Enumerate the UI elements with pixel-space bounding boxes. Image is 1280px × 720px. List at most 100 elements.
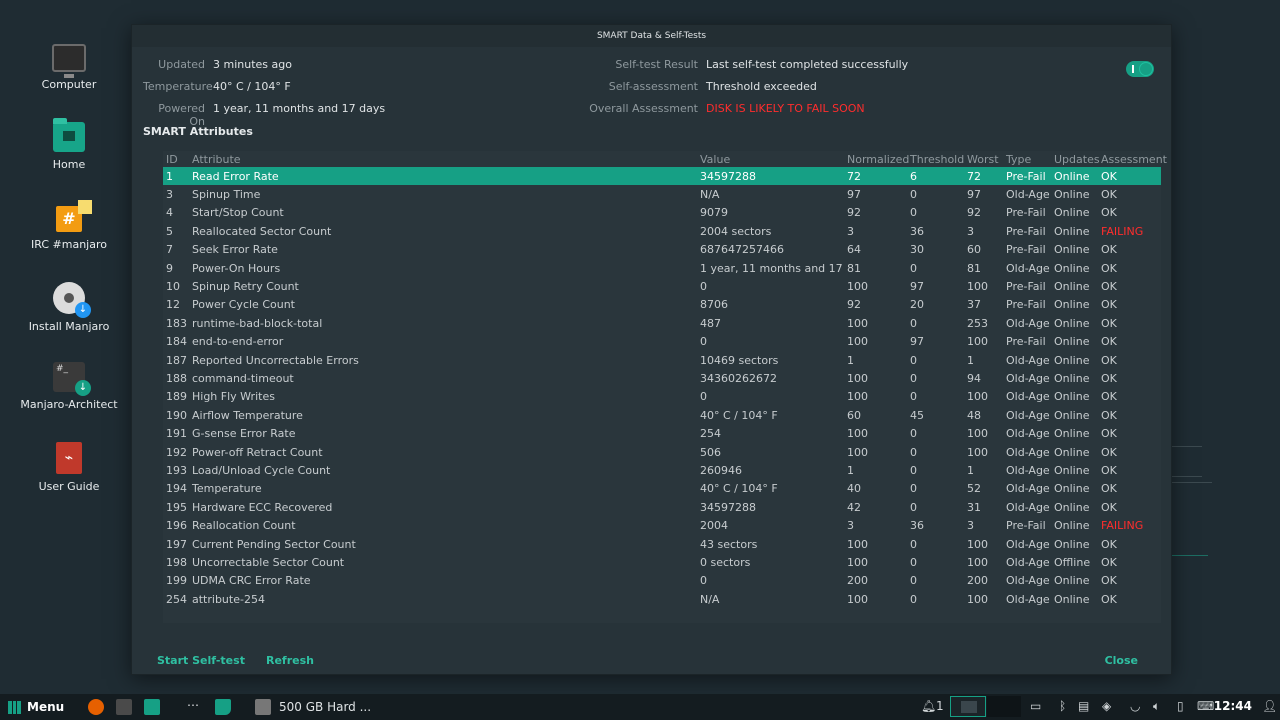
volume-icon[interactable]: 🔈︎ (1153, 699, 1161, 713)
table-row[interactable]: 194 Temperature 40° C / 104° F 40 0 52 Old-Age… (163, 480, 1161, 498)
table-row[interactable]: 254 attribute-254 N/A 100 0 100 Old-Age Online O… (163, 590, 1161, 608)
table-cell: 60 (967, 243, 981, 257)
taskbar-window-title[interactable]: 500 GB Hard ... (279, 700, 372, 714)
table-cell: Old-Age (1006, 445, 1050, 459)
column-header[interactable]: ID (166, 152, 178, 166)
table-cell: 0 (910, 353, 917, 367)
table-row[interactable]: 190 Airflow Temperature 40° C / 104° F 60 45… (163, 406, 1161, 424)
table-row[interactable]: 191 G-sense Error Rate 254 100 0 100 Old-Age On… (163, 424, 1161, 442)
desktop-icon-architect[interactable]: #_ ↓ Manjaro-Architect (0, 358, 138, 411)
keyboard-icon[interactable]: ⌨ (1197, 699, 1215, 713)
table-cell: 189 (166, 390, 187, 404)
table-cell: Old-Age (1006, 537, 1050, 551)
bluetooth-icon[interactable]: ᛒ (1059, 699, 1067, 713)
table-cell: UDMA CRC Error Rate (192, 574, 311, 588)
table-row[interactable]: 193 Load/Unload Cycle Count 260946 1 0 1 Old-A… (163, 461, 1161, 479)
desktop-icon-computer[interactable]: Computer (0, 38, 138, 91)
table-row[interactable]: 199 UDMA CRC Error Rate 0 200 0 200 Old-Age Onl… (163, 572, 1161, 590)
desktop-icon-irc[interactable]: # IRC #manjaro (0, 198, 138, 251)
wifi-icon[interactable]: ◡ (1130, 699, 1141, 713)
table-row[interactable]: 197 Current Pending Sector Count 43 sector… (163, 535, 1161, 553)
table-row[interactable]: 12 Power Cycle Count 8706 92 20 37 Pre-Fail Onl… (163, 296, 1161, 314)
table-cell: OK (1101, 500, 1117, 514)
table-cell: Hardware ECC Recovered (192, 500, 333, 514)
table-cell: OK (1101, 371, 1117, 385)
table-cell: 3 (967, 519, 974, 533)
shield-icon[interactable]: ◈ (1102, 699, 1112, 713)
file-manager-icon[interactable] (144, 699, 160, 715)
table-row[interactable]: 4 Start/Stop Count 9079 92 0 92 Pre-Fail Online… (163, 204, 1161, 222)
workspace-1[interactable] (950, 696, 986, 717)
desktop-icon-user-guide[interactable]: ⌁ User Guide (0, 438, 138, 493)
table-cell: N/A (700, 592, 720, 606)
table-cell: Old-Age (1006, 408, 1050, 422)
column-header[interactable]: Normalized (847, 152, 910, 166)
table-row[interactable]: 189 High Fly Writes 0 100 0 100 Old-Age Online O… (163, 388, 1161, 406)
table-cell: OK (1101, 280, 1117, 294)
column-header[interactable]: Threshold (910, 152, 965, 166)
close-button[interactable]: Close (1104, 654, 1138, 667)
attributes-table-container[interactable]: ID Attribute Value Normalized Threshold Worst… (163, 151, 1167, 623)
table-cell: 487 (700, 316, 721, 330)
clipboard-icon[interactable]: ▤ (1078, 699, 1090, 713)
table-row[interactable]: 3 Spinup Time N/A 97 0 97 Old-Age Online OK (163, 185, 1161, 203)
table-cell: N/A (700, 188, 720, 202)
menu-button[interactable]: Menu (8, 700, 64, 714)
table-cell: Pre-Fail (1006, 335, 1046, 349)
column-header[interactable]: Worst (967, 152, 999, 166)
overall-label: Overall Assessment (589, 102, 698, 115)
table-cell: 100 (847, 592, 868, 606)
terminal-launcher-icon[interactable] (116, 699, 132, 715)
overall-row: Overall Assessment DISK IS LIKELY TO FAI… (588, 102, 864, 115)
table-cell: 254 (700, 427, 721, 441)
battery-icon[interactable]: ▯ (1177, 699, 1184, 713)
table-cell: 184 (166, 335, 187, 349)
disks-app-icon[interactable] (255, 699, 271, 715)
table-row[interactable]: 195 Hardware ECC Recovered 34597288 42 0 31 Ol… (163, 498, 1161, 516)
section-title: SMART Attributes (143, 125, 253, 138)
table-cell: 200 (967, 574, 988, 588)
column-header[interactable]: Updates (1054, 152, 1100, 166)
terminal-icon: #_ ↓ (53, 362, 91, 396)
column-header[interactable]: Type (1006, 152, 1032, 166)
desktop-icon-install[interactable]: ↓ Install Manjaro (0, 278, 138, 333)
smart-enable-toggle[interactable] (1126, 61, 1154, 77)
table-row[interactable]: 198 Uncorrectable Sector Count 0 sectors 10… (163, 553, 1161, 571)
desktop-icon-home[interactable]: Home (0, 118, 138, 171)
table-row[interactable]: 1 Read Error Rate 34597288 72 6 72 Pre-Fail Onl… (163, 167, 1161, 186)
notification-bell-icon[interactable]: 🔔︎ (921, 699, 937, 713)
table-cell: 3 (166, 188, 173, 202)
table-row[interactable]: 10 Spinup Retry Count 0 100 97 100 Pre-Fail Onl… (163, 277, 1161, 295)
table-cell: High Fly Writes (192, 390, 275, 404)
clock[interactable]: 12:44 (1213, 699, 1252, 713)
table-row[interactable]: 184 end-to-end-error 0 100 97 100 Pre-Fail Onli… (163, 333, 1161, 351)
table-row[interactable]: 188 command-timeout 34360262672 100 0 94 Old-A… (163, 369, 1161, 387)
table-cell: 0 (910, 555, 917, 569)
table-cell: 60 (847, 408, 861, 422)
column-header[interactable]: Assessment (1101, 152, 1167, 166)
more-apps-icon[interactable]: ⋯ (187, 698, 199, 712)
table-row[interactable]: 183 runtime-bad-block-total 487 100 0 253 Old-… (163, 314, 1161, 332)
table-row[interactable]: 192 Power-off Retract Count 506 100 0 100 Old-… (163, 443, 1161, 461)
table-header-row: ID Attribute Value Normalized Threshold Worst… (163, 151, 1167, 167)
windows-icon[interactable]: ▭ (1030, 699, 1042, 713)
table-row[interactable]: 196 Reallocation Count 2004 3 36 3 Pre-Fail Onl… (163, 516, 1161, 534)
attributes-table: ID Attribute Value Normalized Threshold Worst… (163, 151, 1167, 608)
download-badge-icon: ↓ (75, 380, 91, 396)
table-row[interactable]: 9 Power-On Hours 1 year, 11 months and 17 … (163, 259, 1161, 277)
start-selftest-button[interactable]: Start Self-test (157, 654, 245, 667)
table-row[interactable]: 5 Reallocated Sector Count 2004 sectors 3 36… (163, 222, 1161, 240)
chat-icon[interactable] (215, 699, 231, 715)
user-icon[interactable]: 👤︎ (1262, 699, 1278, 713)
table-cell: OK (1101, 408, 1117, 422)
column-header[interactable]: Attribute (192, 152, 241, 166)
firefox-icon[interactable] (88, 699, 104, 715)
table-row[interactable]: 7 Seek Error Rate 687647257466 64 30 60 Pre-Fa… (163, 241, 1161, 259)
column-header[interactable]: Value (700, 152, 731, 166)
table-row[interactable]: 187 Reported Uncorrectable Errors 10469 se… (163, 351, 1161, 369)
refresh-button[interactable]: Refresh (266, 654, 314, 667)
table-cell: 72 (844, 167, 907, 186)
table-cell: 81 (847, 261, 861, 275)
workspace-2[interactable] (987, 696, 1021, 717)
wallpaper-streak (1172, 555, 1208, 556)
